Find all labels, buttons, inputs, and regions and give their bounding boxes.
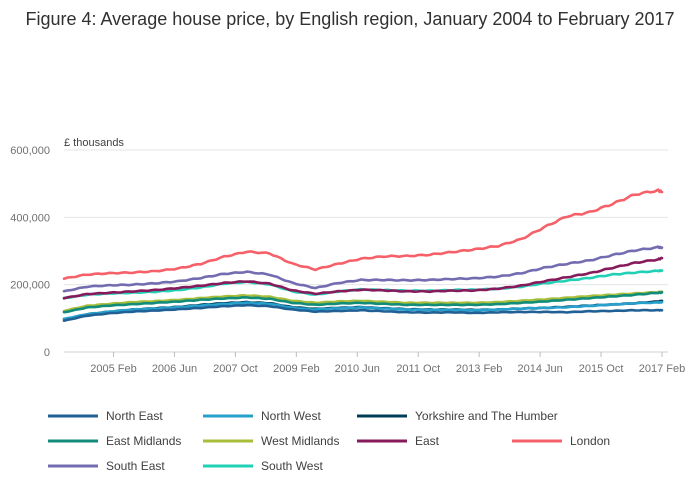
legend-item[interactable]: North West [203, 409, 321, 423]
x-tick-label: 2015 Oct [579, 363, 624, 375]
legend-label: London [570, 434, 610, 448]
legend-label: North West [261, 409, 321, 423]
series-line-north-west [62, 300, 664, 321]
x-tick-label: 2006 Jun [152, 363, 197, 375]
y-tick-label: 0 [44, 347, 50, 359]
y-tick-label: 400,000 [10, 212, 50, 224]
x-tick-label: 2013 Feb [456, 363, 502, 375]
x-tick-label: 2005 Feb [90, 363, 136, 375]
legend-item[interactable]: London [512, 434, 610, 448]
legend-item[interactable]: Yorkshire and The Humber [357, 409, 558, 423]
y-tick-label: 600,000 [10, 145, 50, 157]
legend-item[interactable]: West Midlands [203, 434, 339, 448]
x-tick-label: 2014 Jun [517, 363, 562, 375]
legend-item[interactable]: South West [203, 459, 323, 473]
series-line-east-midlands [62, 291, 664, 314]
series-line-south-east [62, 245, 664, 293]
x-tick-label: 2011 Oct [396, 363, 440, 375]
legend-label: West Midlands [261, 434, 339, 448]
legend-label: East [415, 434, 440, 448]
series-line-west-midlands [62, 290, 664, 313]
y-axis-label: £ thousands [64, 137, 124, 149]
y-axis-ticks: 0 200,000 400,000 600,000 [10, 145, 50, 359]
series-line-east [62, 256, 664, 300]
series-lines [62, 188, 664, 322]
x-axis-ticks: 2005 Feb 2006 Jun 2007 Oct 2009 Feb 2010 Jun… [90, 352, 685, 375]
legend-item[interactable]: North East [48, 409, 163, 423]
legend-label: Yorkshire and The Humber [415, 409, 558, 423]
x-tick-label: 2017 Feb [639, 363, 685, 375]
legend-label: South West [261, 459, 323, 473]
legend-item[interactable]: East Midlands [48, 434, 181, 448]
legend-item[interactable]: South East [48, 459, 165, 473]
series-line-north-east [62, 303, 664, 322]
series-line-london [62, 188, 664, 280]
x-tick-label: 2007 Oct [213, 363, 258, 375]
legend-label: South East [106, 459, 165, 473]
legend-label: East Midlands [106, 434, 181, 448]
x-tick-label: 2010 Jun [335, 363, 380, 375]
grid-lines [64, 149, 668, 353]
legend-item[interactable]: East [357, 434, 440, 448]
x-tick-label: 2009 Feb [273, 363, 319, 375]
legend: North East North West Yorkshire and The Hu… [48, 409, 610, 473]
chart-title: Figure 4: Average house price, by Englis… [25, 9, 675, 29]
legend-label: North East [106, 409, 163, 423]
y-tick-label: 200,000 [10, 280, 50, 292]
